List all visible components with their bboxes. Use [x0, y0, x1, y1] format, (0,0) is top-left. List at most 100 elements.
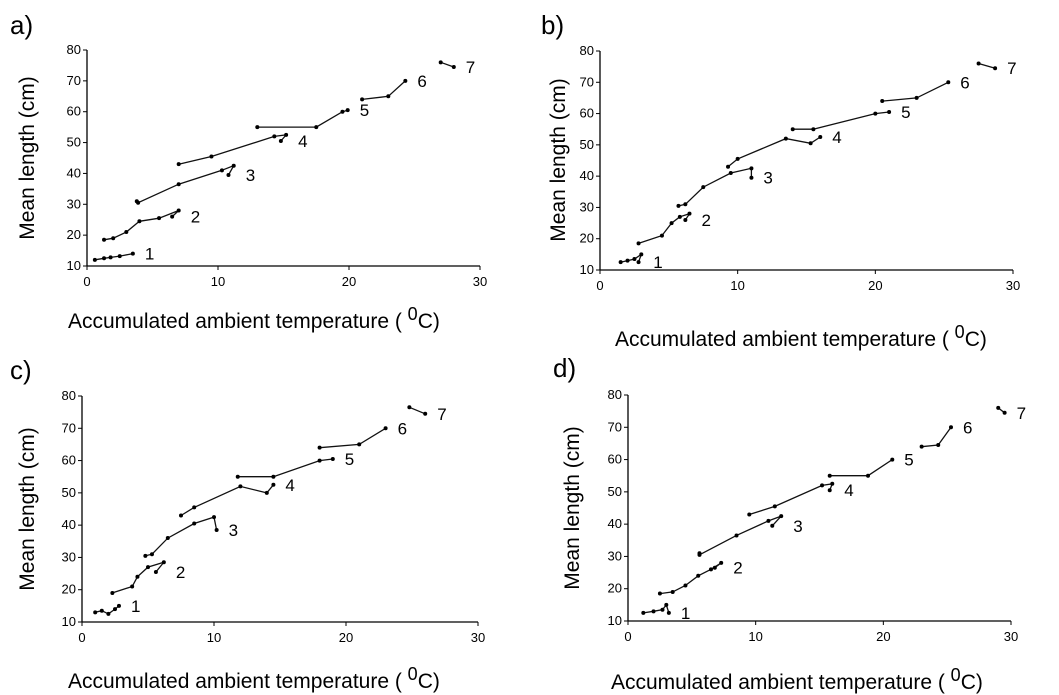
data-point [808, 141, 813, 146]
series-label: 6 [417, 72, 426, 91]
data-point [779, 514, 784, 519]
y-tick-label: 60 [67, 104, 81, 119]
series-line-3 [145, 516, 218, 557]
data-point [880, 99, 885, 104]
series-label: 1 [145, 245, 154, 264]
panel-label: b) [541, 10, 565, 40]
x-axis-label-text: Accumulated ambient temperature [68, 310, 389, 333]
data-point [317, 445, 322, 450]
data-point [728, 171, 733, 176]
data-point [783, 136, 788, 141]
x-tick-label: 20 [868, 278, 882, 293]
y-tick-label: 60 [580, 106, 594, 121]
data-point [403, 78, 408, 83]
data-point [219, 168, 224, 173]
x-axis-label: Accumulated ambient temperature ( 0C) [68, 304, 440, 333]
chart-panel-c: c) 0 10 20 30 10 20 30 40 50 60 70 80 Mean length (c… [0, 347, 529, 694]
x-tick-label: 10 [730, 278, 744, 293]
data-point [407, 405, 412, 410]
data-point [873, 111, 878, 116]
x-axis-label-text: Accumulated ambient temperature [611, 671, 932, 694]
data-point [451, 64, 456, 69]
y-tick-label: 80 [580, 43, 594, 58]
data-point [108, 255, 113, 260]
y-axis-label: Mean length (cm) [547, 78, 570, 241]
x-axis-label: Accumulated ambient temperature ( 0C) [68, 664, 440, 693]
y-tick-label: 20 [62, 582, 76, 597]
data-point [110, 590, 115, 595]
data-point [176, 208, 181, 213]
data-point [231, 163, 236, 168]
series-line-2 [112, 561, 166, 594]
y-tick-label: 40 [580, 168, 594, 183]
data-point [701, 185, 706, 190]
data-point [636, 260, 641, 265]
data-point [708, 567, 713, 572]
series-line-5 [792, 111, 890, 130]
series-label: 7 [1007, 59, 1016, 78]
data-point [747, 512, 752, 517]
data-point [820, 483, 825, 488]
y-tick-label: 10 [608, 613, 622, 628]
x-tick-label: 30 [473, 274, 487, 289]
data-point [914, 95, 919, 100]
panel-label: d) [553, 353, 577, 383]
series-line-6 [362, 80, 406, 101]
data-point [271, 482, 276, 487]
series-line-2 [659, 562, 722, 595]
data-point [936, 443, 941, 448]
data-point [632, 257, 637, 262]
y-tick-label: 20 [67, 227, 81, 242]
series-line-1 [94, 253, 133, 261]
chart-panel-b: b) 0 10 20 30 10 20 30 40 50 60 70 80 Mean length (c… [529, 0, 1058, 351]
series-label: 4 [298, 132, 307, 151]
series-label: 5 [901, 103, 910, 122]
y-tick-label: 30 [67, 196, 81, 211]
y-tick-label: 50 [580, 137, 594, 152]
data-point [264, 490, 269, 495]
data-point [625, 258, 630, 263]
series-label: 4 [844, 481, 853, 500]
series-label: 3 [246, 166, 255, 185]
x-tick-label: 30 [1006, 278, 1020, 293]
data-point [818, 135, 823, 140]
series-line-2 [638, 212, 692, 245]
y-tick-label: 10 [67, 258, 81, 273]
x-tick-label: 30 [1004, 629, 1018, 644]
data-point [235, 474, 240, 479]
data-point [226, 172, 231, 177]
data-point [116, 603, 121, 608]
data-point [143, 553, 148, 558]
data-point [636, 241, 641, 246]
data-point [179, 513, 183, 518]
series-line-7 [978, 62, 996, 69]
x-axis-unit-degree: 0 [407, 664, 418, 684]
y-tick-label: 60 [62, 453, 76, 468]
data-point [330, 456, 335, 461]
y-tick-label: 50 [67, 135, 81, 150]
series-label: 7 [1017, 404, 1026, 423]
y-tick-label: 50 [608, 484, 622, 499]
data-point [664, 602, 669, 607]
series-line-3 [678, 167, 753, 207]
y-axis-label: Mean length (cm) [16, 76, 39, 239]
data-point [192, 505, 197, 510]
data-point [136, 200, 141, 205]
series-line-7 [440, 61, 455, 68]
series-label: 6 [398, 419, 407, 438]
data-point [238, 484, 243, 489]
data-point [618, 260, 623, 265]
x-axis-label: Accumulated ambient temperature ( 0C) [615, 322, 987, 351]
series-label: 2 [176, 563, 185, 582]
data-point [99, 608, 104, 613]
data-point [271, 474, 276, 479]
data-point [659, 233, 664, 238]
data-point [734, 533, 739, 538]
x-tick-label: 0 [83, 274, 90, 289]
data-point [153, 569, 158, 574]
data-point [683, 217, 688, 222]
x-tick-label: 20 [876, 629, 890, 644]
data-point [749, 175, 754, 180]
data-point [790, 127, 795, 132]
